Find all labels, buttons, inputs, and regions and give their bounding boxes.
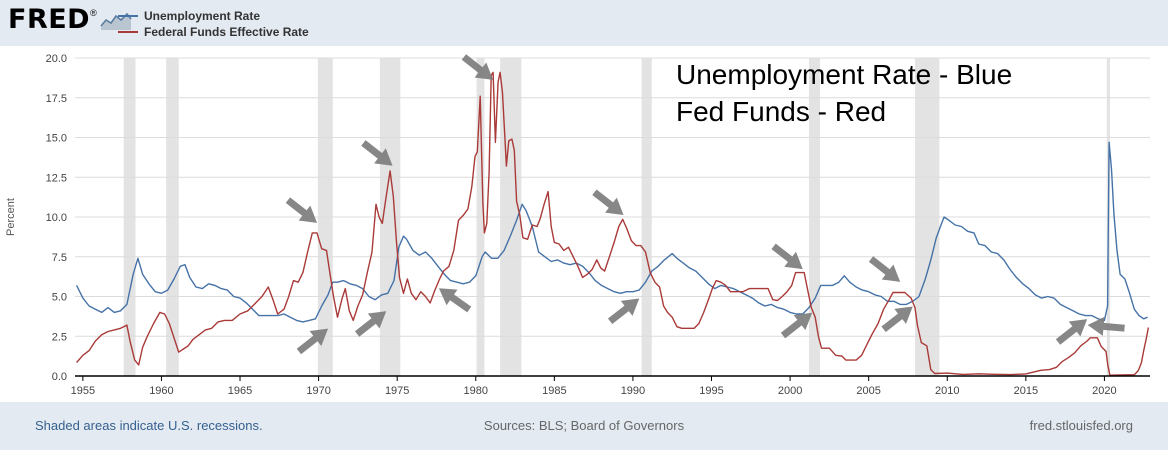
svg-text:2005: 2005: [856, 385, 880, 397]
legend-label-unemployment: Unemployment Rate: [144, 9, 261, 23]
legend-label-fedfunds: Federal Funds Effective Rate: [144, 25, 309, 39]
annotation-line-1: Unemployment Rate - Blue: [676, 59, 1013, 90]
sources-text: Sources: BLS; Board of Governors: [483, 418, 685, 433]
annotation-arrow-icon: [1087, 316, 1125, 336]
chart-area: 0.0 2.5 5.0 7.5 10.0 12.5 15.0 17.5 20.0 1955 1960…: [0, 46, 1168, 402]
annotation-arrow-icon: [592, 189, 624, 216]
svg-text:17.5: 17.5: [46, 93, 67, 105]
svg-text:7.5: 7.5: [52, 252, 67, 264]
svg-text:1960: 1960: [149, 385, 173, 397]
svg-text:Percent: Percent: [5, 198, 17, 236]
legend-swatch-fedfunds: [118, 31, 138, 33]
annotation-arrow-icon: [1055, 319, 1088, 345]
svg-text:15.0: 15.0: [46, 133, 67, 145]
chart-annotation: Unemployment Rate - Blue Fed Funds - Red: [676, 56, 1012, 130]
svg-text:10.0: 10.0: [46, 212, 67, 224]
svg-text:1995: 1995: [699, 385, 723, 397]
annotation-arrow-icon: [296, 328, 329, 355]
chart-header: FRED ® Unemployment Rate Federal Funds E…: [0, 0, 1168, 46]
svg-text:1980: 1980: [464, 385, 488, 397]
svg-text:1970: 1970: [306, 385, 330, 397]
chart-footer: Shaded areas indicate U.S. recessions. S…: [0, 402, 1168, 450]
fred-logo-sparkline-icon: [100, 13, 132, 30]
annotation-arrow-icon: [361, 140, 393, 166]
annotation-line-2: Fed Funds - Red: [676, 96, 887, 127]
annotation-arrow-icon: [438, 288, 472, 313]
svg-text:1975: 1975: [385, 385, 409, 397]
registered-trademark: ®: [90, 8, 97, 18]
legend-item-fedfunds[interactable]: Federal Funds Effective Rate: [118, 24, 309, 40]
annotation-arrow-icon: [285, 197, 318, 223]
svg-text:2020: 2020: [1092, 385, 1116, 397]
annotation-arrow-icon: [354, 311, 387, 337]
annotation-arrow-icon: [461, 54, 494, 80]
svg-text:1990: 1990: [621, 385, 645, 397]
fred-logo: FRED ®: [8, 5, 132, 35]
annotation-arrow-icon: [780, 312, 813, 339]
svg-text:0.0: 0.0: [52, 371, 67, 383]
annotation-arrow-icon: [771, 243, 803, 270]
svg-text:2010: 2010: [935, 385, 959, 397]
svg-text:5.0: 5.0: [52, 292, 67, 304]
annotation-arrow-icon: [607, 298, 640, 325]
fred-url-link[interactable]: fred.stlouisfed.org: [1029, 418, 1133, 433]
chart-legend: Unemployment Rate Federal Funds Effectiv…: [118, 8, 309, 40]
chart-svg[interactable]: 0.0 2.5 5.0 7.5 10.0 12.5 15.0 17.5 20.0 1955 1960…: [0, 46, 1168, 402]
svg-text:2015: 2015: [1014, 385, 1038, 397]
fred-logo-text: FRED: [8, 4, 91, 35]
annotation-arrow-icon: [881, 306, 913, 333]
legend-swatch-unemployment: [118, 15, 138, 17]
svg-text:1955: 1955: [71, 385, 95, 397]
annotation-arrow-icon: [868, 256, 901, 282]
legend-item-unemployment[interactable]: Unemployment Rate: [118, 8, 309, 24]
svg-text:20.0: 20.0: [46, 53, 67, 65]
svg-text:12.5: 12.5: [46, 172, 67, 184]
svg-text:1985: 1985: [542, 385, 566, 397]
svg-text:2.5: 2.5: [52, 331, 67, 343]
svg-text:2000: 2000: [778, 385, 802, 397]
svg-text:1965: 1965: [228, 385, 252, 397]
recession-note-link[interactable]: Shaded areas indicate U.S. recessions.: [35, 418, 263, 433]
